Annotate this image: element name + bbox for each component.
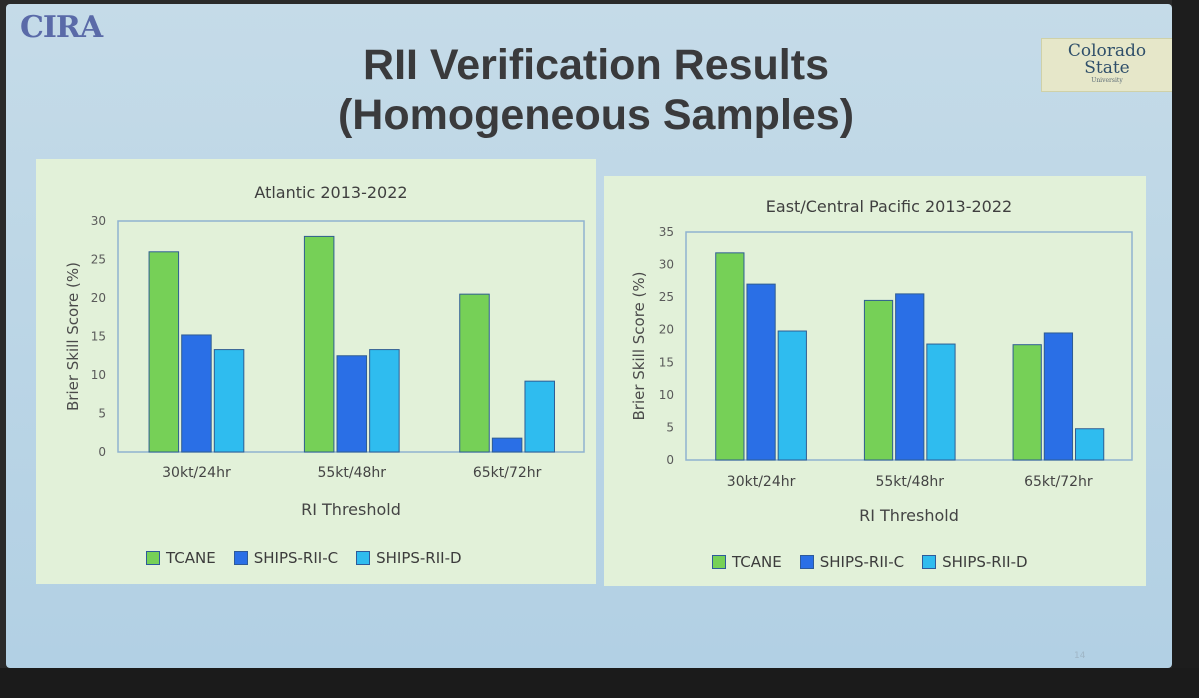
slide-title-line2: (Homogeneous Samples) xyxy=(337,91,855,139)
legend-item-ships-rii-d: SHIPS-RII-D xyxy=(922,553,1028,571)
legend-swatch xyxy=(922,555,937,569)
bar-ships-rii-c-3 xyxy=(491,437,523,453)
y-tick-label: 10 xyxy=(91,368,106,382)
bar-tcane-2 xyxy=(303,235,335,453)
atlantic-legend: TCANE SHIPS-RII-C SHIPS-RII-D xyxy=(146,549,462,567)
y-tick-label: 5 xyxy=(98,407,106,421)
bar-ships-rii-d-3 xyxy=(524,380,555,453)
chart-title: East/Central Pacific 2013-2022 xyxy=(766,197,1012,216)
bar-tcane-1 xyxy=(148,251,180,453)
legend-item-ships-rii-c: SHIPS-RII-C xyxy=(799,553,905,571)
category-label: 30kt/24hr xyxy=(727,474,796,490)
y-tick-label: 0 xyxy=(666,453,674,467)
bar-ships-rii-c-1 xyxy=(746,283,776,461)
legend-item-ships-rii-d: SHIPS-RII-D xyxy=(356,549,462,567)
pacific-chart: East/Central Pacific 2013-2022 0 5 10 15 20 25… xyxy=(630,197,1133,525)
monitor-bezel-bottom xyxy=(0,668,1199,698)
bar-tcane-2 xyxy=(863,299,894,461)
y-axis-label: Brier Skill Score (%) xyxy=(630,271,648,420)
y-tick-label: 20 xyxy=(659,323,674,337)
legend-swatch xyxy=(356,551,371,565)
bar-ships-rii-c-1 xyxy=(181,334,212,453)
bar-tcane-1 xyxy=(715,252,745,461)
slide-title-line1: RII Verification Results xyxy=(363,41,829,89)
legend-label: SHIPS-RII-D xyxy=(376,549,462,567)
category-label: 55kt/48hr xyxy=(875,474,944,490)
y-tick-label: 15 xyxy=(659,355,674,369)
slide: CIRA Colorado State University RII Verif… xyxy=(6,4,1172,668)
y-tick-label: 20 xyxy=(91,291,106,305)
y-tick-label: 0 xyxy=(98,445,106,459)
bar-ships-rii-d-1 xyxy=(213,349,245,453)
y-tick-label: 30 xyxy=(659,258,674,272)
page-number: 14 xyxy=(1074,651,1086,661)
legend-item-ships-rii-c: SHIPS-RII-C xyxy=(233,549,339,567)
chart-title: Atlantic 2013-2022 xyxy=(254,183,407,202)
csu-logo: Colorado State University xyxy=(1041,38,1172,92)
category-label: 65kt/72hr xyxy=(473,465,542,481)
csu-logo-line1: Colorado xyxy=(1067,41,1147,61)
bar-tcane-3 xyxy=(459,293,490,453)
y-tick-label: 15 xyxy=(91,330,106,344)
y-tick-label: 35 xyxy=(659,225,674,239)
y-tick-label: 25 xyxy=(91,253,106,267)
bar-ships-rii-c-2 xyxy=(895,293,925,461)
category-label: 55kt/48hr xyxy=(317,465,386,481)
cira-logo: CIRA xyxy=(20,10,103,45)
legend-swatch xyxy=(799,555,814,569)
y-tick-label: 10 xyxy=(659,388,674,402)
category-label: 65kt/72hr xyxy=(1024,474,1093,490)
pacific-legend: TCANE SHIPS-RII-C SHIPS-RII-D xyxy=(712,553,1028,571)
y-tick-label: 30 xyxy=(91,214,106,228)
csu-logo-line2: State xyxy=(1084,58,1130,78)
bar-tcane-3 xyxy=(1012,344,1042,461)
legend-label: SHIPS-RII-D xyxy=(942,553,1028,571)
legend-label: SHIPS-RII-C xyxy=(253,549,339,567)
x-axis-label: RI Threshold xyxy=(301,500,401,519)
bar-ships-rii-d-2 xyxy=(369,349,400,453)
monitor-bezel-right xyxy=(1172,0,1199,698)
bar-ships-rii-d-3 xyxy=(1075,428,1105,461)
y-tick-label: 5 xyxy=(666,420,674,434)
legend-label: TCANE xyxy=(166,549,216,567)
csu-logo-sub: University xyxy=(1091,77,1123,84)
y-tick-label: 25 xyxy=(659,290,674,304)
bar-ships-rii-c-2 xyxy=(336,355,368,453)
legend-swatch xyxy=(146,551,160,565)
bar-ships-rii-d-1 xyxy=(777,330,807,461)
atlantic-chart-panel: Atlantic 2013-2022 0 5 10 15 20 25 30 Brier Skil… xyxy=(36,159,596,584)
cira-logo-text: CIRA xyxy=(20,10,103,45)
atlantic-chart: Atlantic 2013-2022 0 5 10 15 20 25 30 Brier Skil… xyxy=(64,183,585,519)
pacific-chart-panel: East/Central Pacific 2013-2022 0 5 10 15 20 25… xyxy=(604,176,1146,586)
category-label: 30kt/24hr xyxy=(162,465,231,481)
bar-ships-rii-c-3 xyxy=(1043,332,1074,461)
x-axis-label: RI Threshold xyxy=(859,506,959,525)
y-axis-label: Brier Skill Score (%) xyxy=(64,262,82,411)
legend-item-tcane: TCANE xyxy=(712,553,782,571)
legend-label: SHIPS-RII-C xyxy=(819,553,905,571)
legend-label: TCANE xyxy=(732,553,782,571)
legend-swatch xyxy=(233,551,248,565)
slide-title: RII Verification Results (Homogeneous Sa… xyxy=(256,40,936,140)
legend-item-tcane: TCANE xyxy=(146,549,216,567)
bar-ships-rii-d-2 xyxy=(926,343,956,461)
legend-swatch xyxy=(712,555,726,569)
